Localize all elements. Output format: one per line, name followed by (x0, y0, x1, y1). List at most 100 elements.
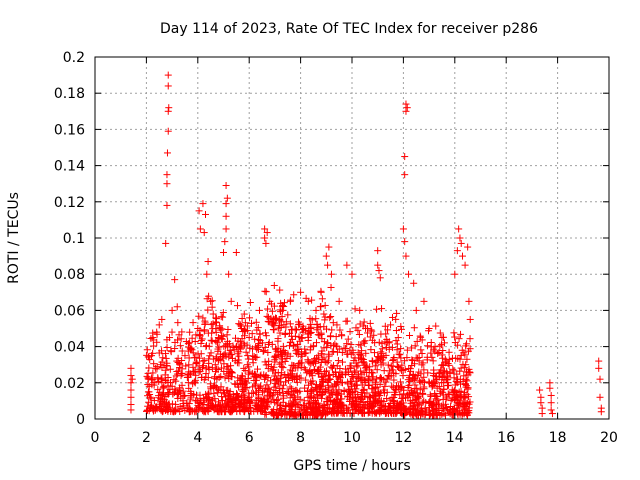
data-point (264, 305, 272, 313)
data-point (352, 406, 360, 414)
data-point (316, 406, 324, 414)
data-point (277, 369, 285, 377)
data-point (357, 341, 365, 349)
data-point (200, 357, 208, 365)
data-point (538, 410, 546, 418)
data-point (211, 361, 219, 369)
data-point (264, 384, 272, 392)
data-point (214, 398, 222, 406)
data-point (332, 373, 340, 381)
data-point (247, 404, 255, 412)
data-point (343, 340, 351, 348)
data-point (420, 373, 428, 381)
data-point (248, 330, 256, 338)
data-point (263, 312, 271, 320)
data-point (417, 407, 425, 415)
data-point (595, 357, 603, 365)
data-point (213, 339, 221, 347)
data-point (281, 349, 289, 357)
data-point (464, 347, 472, 355)
data-point (385, 345, 393, 353)
data-point (145, 364, 153, 372)
data-point (465, 393, 473, 401)
data-point (401, 238, 409, 246)
data-point (412, 410, 420, 418)
data-point (397, 322, 405, 330)
data-point (192, 354, 200, 362)
data-point (597, 408, 605, 416)
data-point (256, 406, 264, 414)
data-point (429, 357, 437, 365)
data-point (268, 307, 276, 315)
data-point (457, 393, 465, 401)
data-point (415, 400, 423, 408)
data-point (367, 403, 375, 411)
data-point (170, 376, 178, 384)
data-point (457, 380, 465, 388)
data-point (164, 107, 172, 115)
data-point (212, 325, 220, 332)
data-point (270, 353, 278, 361)
data-point (174, 336, 182, 344)
data-point (181, 392, 189, 400)
data-point (360, 318, 368, 326)
data-point (171, 276, 179, 284)
data-point (221, 238, 229, 246)
data-point (163, 171, 171, 179)
data-point (274, 390, 282, 398)
y-tick-label: 0.2 (63, 50, 85, 66)
y-tick-label: 0.12 (54, 195, 85, 211)
data-point (536, 386, 544, 394)
data-point (459, 360, 467, 368)
data-point (212, 338, 220, 346)
y-tick-label: 0.02 (54, 376, 85, 392)
y-tick-label: 0.06 (54, 303, 85, 319)
data-point (392, 315, 400, 323)
data-point (346, 328, 354, 336)
data-point (213, 407, 221, 415)
data-point (304, 330, 312, 338)
data-point (365, 408, 373, 416)
data-point (414, 372, 422, 380)
data-point (324, 405, 332, 413)
data-point (219, 309, 227, 317)
data-point (226, 388, 234, 396)
data-point (276, 348, 284, 356)
data-point (304, 400, 312, 408)
data-point (337, 378, 345, 386)
data-point (240, 391, 248, 399)
data-point (306, 399, 314, 407)
data-point (219, 313, 227, 321)
data-point (243, 361, 251, 369)
data-point (241, 319, 249, 327)
data-point (336, 365, 344, 373)
data-point (195, 365, 203, 373)
data-point (442, 395, 450, 403)
data-point (191, 379, 199, 387)
data-point (162, 392, 170, 400)
data-point (381, 382, 389, 390)
data-point (208, 364, 216, 372)
data-point (181, 352, 189, 360)
data-point (296, 374, 304, 382)
data-point (378, 345, 386, 353)
data-point (162, 350, 170, 358)
data-point (337, 407, 345, 415)
data-point (328, 326, 336, 334)
y-tick-label: 0.14 (54, 159, 85, 175)
data-point (425, 325, 433, 332)
data-point (200, 229, 208, 237)
data-point (306, 320, 314, 328)
data-point (236, 399, 244, 407)
data-point (316, 303, 324, 311)
data-point (373, 383, 381, 391)
data-point (405, 364, 413, 372)
data-point (321, 316, 329, 324)
data-point (379, 359, 387, 367)
data-point (457, 330, 465, 338)
data-point (210, 390, 218, 398)
data-point (176, 342, 184, 350)
data-point (160, 382, 168, 390)
data-point (223, 194, 231, 202)
data-point (361, 361, 369, 369)
